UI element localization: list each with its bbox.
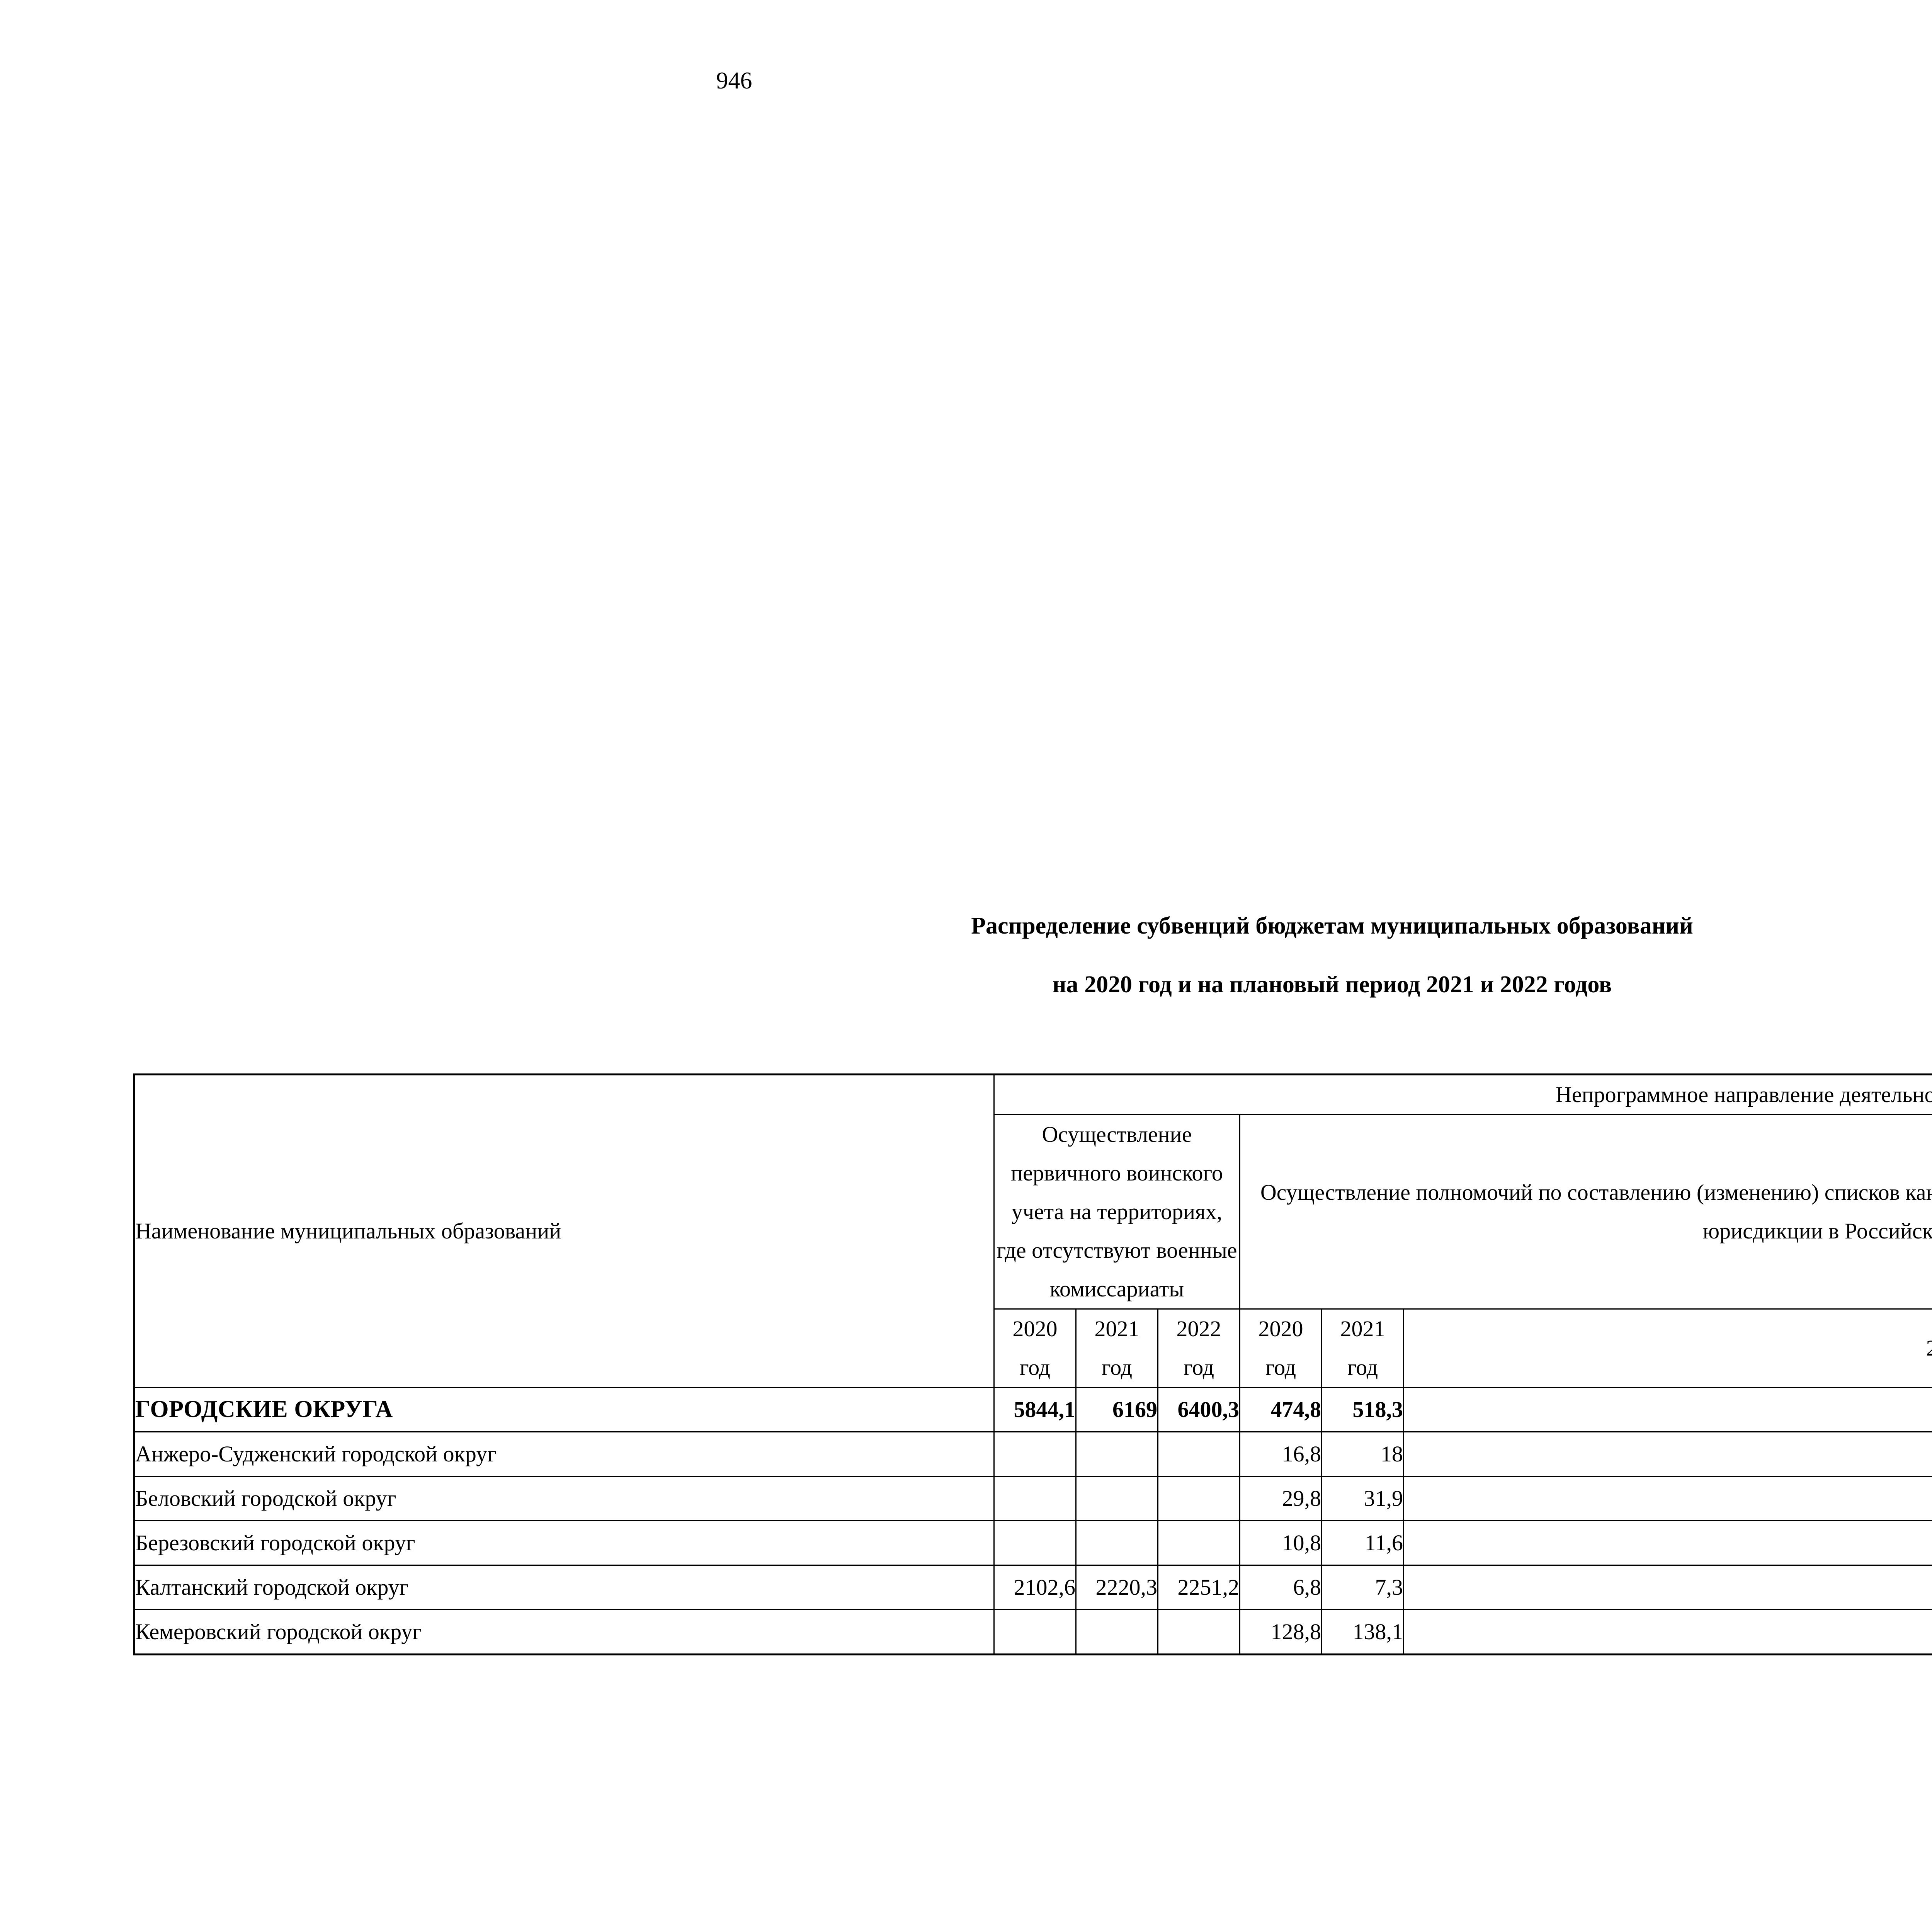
reference-line: «О внесении изменений <box>1429 308 1932 369</box>
column-header-year-b-2022: 2022 год <box>1403 1308 1932 1388</box>
row-value: 5844,1 <box>993 1387 1077 1432</box>
row-label: Калтанский городской округ <box>134 1565 995 1610</box>
column-header-year-b-2021: 2021 год <box>1321 1308 1404 1388</box>
row-label: Березовский городской округ <box>134 1520 995 1566</box>
reference-line: «Об областном бюджете на 2020 год и <box>1429 430 1932 491</box>
row-value <box>1157 1609 1240 1655</box>
page-number: 946 <box>716 68 752 94</box>
row-value: 6400,3 <box>1157 1387 1240 1432</box>
page-title-line-2: на 2020 год и на плановый период 2021 и … <box>1052 971 1612 998</box>
row-value: 4168,5 <box>1403 1387 1932 1432</box>
row-value: 31,9 <box>1321 1476 1404 1521</box>
row-value <box>993 1431 1077 1477</box>
column-header-municipality-name: Наименование муниципальных образований <box>134 1074 995 1388</box>
row-value: 138,1 <box>1321 1609 1404 1655</box>
appendix-reference-block-2: «Приложение 79 к Закону Кемеровской обла… <box>1429 564 1932 869</box>
column-header-year-a-2022: 2022 год <box>1157 1308 1240 1388</box>
row-value: 1110,6 <box>1403 1609 1932 1655</box>
column-header-group-jury-lists: Осуществление полномочий по составлению … <box>1239 1114 1932 1310</box>
reference-line: на плановый период 2021 и 2022 годов» <box>1429 491 1932 552</box>
row-value: 128,8 <box>1239 1609 1322 1655</box>
row-value: 7,3 <box>1321 1565 1404 1610</box>
row-value: 256,9 <box>1403 1476 1932 1521</box>
row-value: 2102,6 <box>993 1565 1077 1610</box>
table-row: Калтанский городской округ 2102,6 2220,3… <box>134 1565 1932 1610</box>
table-row: ГОРОДСКИЕ ОКРУГА 5844,1 6169 6400,3 474,… <box>134 1387 1932 1432</box>
table-row: Березовский городской округ 10,8 11,6 93 <box>134 1520 1932 1566</box>
row-value <box>993 1476 1077 1521</box>
row-value: 6,8 <box>1239 1565 1322 1610</box>
row-label: Анжеро-Судженский городской округ <box>134 1431 995 1477</box>
row-value <box>1157 1431 1240 1477</box>
row-value: 93 <box>1403 1520 1932 1566</box>
row-value: 474,8 <box>1239 1387 1322 1432</box>
table-row: Анжеро-Судженский городской округ 16,8 1… <box>134 1431 1932 1477</box>
row-value: 18 <box>1321 1431 1404 1477</box>
reference-line: от 11.12.2019 № 137-ОЗ <box>1429 686 1932 747</box>
row-value <box>1157 1520 1240 1566</box>
row-label: Беловский городской округ <box>134 1476 995 1521</box>
row-value: 144,6 <box>1403 1431 1932 1477</box>
table-body: ГОРОДСКИЕ ОКРУГА 5844,1 6169 6400,3 474,… <box>134 1387 1932 1655</box>
subventions-table: Наименование муниципальных образований Н… <box>133 1073 1932 1655</box>
reference-line: «Об областном бюджете на 2020 год и <box>1429 747 1932 808</box>
row-value: 10,8 <box>1239 1520 1322 1566</box>
row-value: 2251,2 <box>1157 1565 1240 1610</box>
row-value: 62,9 <box>1403 1565 1932 1610</box>
table-header-row-3: 2020 год 2021 год 2022 год 2020 год 2021… <box>134 1308 1932 1388</box>
row-value <box>993 1609 1077 1655</box>
row-label: ГОРОДСКИЕ ОКРУГА <box>134 1387 995 1432</box>
row-value: 29,8 <box>1239 1476 1322 1521</box>
row-value <box>1075 1431 1158 1477</box>
reference-line: Приложение 51 <box>1429 185 1932 247</box>
column-header-year-a-2020: 2020 год <box>993 1308 1077 1388</box>
row-value <box>993 1520 1077 1566</box>
page-title: Распределение субвенций бюджетам муницип… <box>133 896 1932 1014</box>
table-row: Кемеровский городской округ 128,8 138,1 … <box>134 1609 1932 1655</box>
subventions-table-container: Наименование муниципальных образований Н… <box>133 1073 1932 1655</box>
row-value <box>1075 1476 1158 1521</box>
reference-line: к Закону Кемеровской области – Кузбасса <box>1429 625 1932 686</box>
appendix-reference-block-1: Приложение 51 к Закону Кемеровской облас… <box>1429 185 1932 552</box>
row-value: 518,3 <box>1321 1387 1404 1432</box>
column-header-group-top: Непрограммное направление деятельности <box>993 1074 1932 1115</box>
table-head: Наименование муниципальных образований Н… <box>134 1074 1932 1388</box>
column-header-year-a-2021: 2021 год <box>1075 1308 1158 1388</box>
reference-line: к Закону Кемеровской области – Кузбасса <box>1429 247 1932 308</box>
table-header-row-2: Осуществление первичного воинского учета… <box>134 1114 1932 1310</box>
row-value <box>1157 1476 1240 1521</box>
row-value <box>1075 1609 1158 1655</box>
reference-line: «Приложение 79 <box>1429 564 1932 625</box>
row-label: Кемеровский городской округ <box>134 1609 995 1655</box>
row-value: 11,6 <box>1321 1520 1404 1566</box>
column-header-group-military-registration: Осуществление первичного воинского учета… <box>993 1114 1240 1310</box>
page-title-line-1: Распределение субвенций бюджетам муницип… <box>971 913 1693 939</box>
row-value: 16,8 <box>1239 1431 1322 1477</box>
row-value: 2220,3 <box>1075 1565 1158 1610</box>
reference-line: в Закон Кемеровской области – Кузбасса <box>1429 369 1932 430</box>
column-header-year-b-2020: 2020 год <box>1239 1308 1322 1388</box>
reference-line: на плановый период 2021 и 2022 годов» <box>1429 808 1932 869</box>
row-value <box>1075 1520 1158 1566</box>
table-header-row-1: Наименование муниципальных образований Н… <box>134 1074 1932 1388</box>
table-row: Беловский городской округ 29,8 31,9 256,… <box>134 1476 1932 1521</box>
row-value: 6169 <box>1075 1387 1158 1432</box>
